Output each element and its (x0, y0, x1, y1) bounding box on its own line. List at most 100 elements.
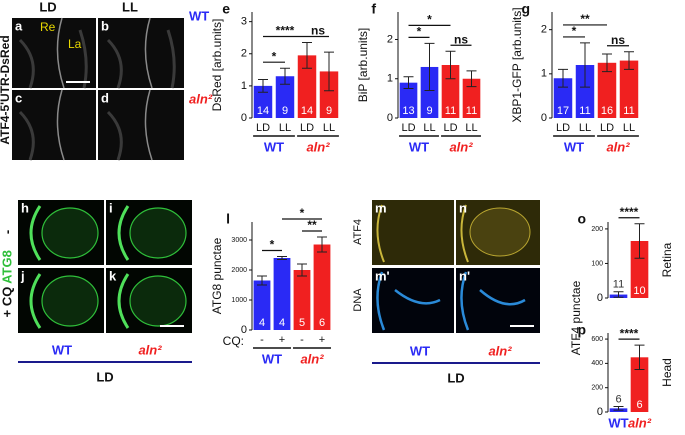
y-axis-label: XBP1-GFP [arb.units] (510, 7, 524, 122)
n-label: 4 (279, 317, 285, 329)
error-bar (317, 236, 327, 253)
error-bar (634, 344, 645, 370)
y-tick-label: 0 (387, 112, 393, 124)
y-axis-label: ATF4 punctae (569, 280, 583, 355)
y-tick-label: 0 (541, 112, 547, 124)
group-label: aln² (306, 139, 330, 154)
significance-label: * (272, 49, 277, 63)
group-label: aln² (449, 139, 473, 154)
panel-letter: m' (375, 268, 390, 283)
x-tick-label: LL (623, 122, 635, 134)
n-label: 5 (299, 317, 305, 329)
panel-letter: i (109, 200, 113, 215)
n-label: 6 (615, 393, 621, 405)
y-tick-label: 1000 (231, 297, 247, 304)
error-bar (280, 67, 290, 85)
bar (313, 244, 331, 330)
lamina-edge (56, 17, 153, 161)
group-label: aln² (628, 415, 652, 430)
row-label: DNA (352, 288, 364, 312)
side-label: Head (660, 358, 674, 387)
error-bar (466, 70, 477, 88)
group-label: WT (564, 139, 584, 154)
panel-letter: k (109, 268, 117, 283)
y-tick-label: 600 (591, 336, 603, 343)
significance-label: * (270, 238, 275, 252)
y-tick-label: 0 (241, 324, 247, 336)
y-axis-label: ATG8 punctae (210, 237, 224, 314)
panel-letter: a (15, 18, 23, 33)
panel-letter: d (101, 90, 109, 105)
x-tick-label: + (319, 334, 325, 346)
y-tick-label: 3 (241, 16, 247, 28)
panel-letter: e (222, 1, 230, 17)
x-tick-label: + (279, 334, 285, 346)
tissue (18, 29, 176, 161)
y-tick-label: 200 (591, 385, 603, 392)
column-label: WT (52, 342, 72, 357)
bar (630, 357, 649, 412)
significance-label: * (427, 13, 432, 27)
atf4-signal (376, 204, 469, 263)
row-label: + CQ (0, 287, 14, 318)
bar (293, 270, 311, 330)
panel-letter: h (21, 200, 29, 215)
significance-label: ns (611, 33, 625, 47)
atg8-images: h i j k - ATG8 + CQ WT aln² LD (0, 200, 192, 384)
atf4-images: m n m' n' ATF4 DNA WT aln² LD (352, 200, 540, 385)
atf4-brain (469, 207, 531, 257)
row-label: WT (189, 8, 209, 23)
side-label: Retina (660, 242, 674, 277)
error-bar (580, 42, 590, 88)
group-label: WT (608, 415, 628, 430)
bar (553, 78, 573, 118)
bar (253, 280, 271, 330)
y-tick-label: 0 (241, 112, 247, 124)
y-tick-label: 100 (591, 260, 603, 267)
row-label: - (0, 230, 14, 234)
x-tick-label: LD (256, 122, 270, 134)
panel-letter: j (20, 268, 25, 283)
y-tick-label: 2 (387, 33, 393, 45)
significance-label: ** (580, 12, 590, 26)
n-label: 11 (466, 105, 477, 117)
bar (297, 55, 317, 118)
region-label: Re (40, 20, 56, 34)
image-a (12, 18, 96, 88)
bar (275, 76, 295, 118)
panel-letter: g (521, 1, 530, 17)
group-label: aln² (300, 351, 324, 366)
y-axis-label: BiP [arb.units] (356, 28, 370, 102)
panel-letter: l (226, 211, 230, 227)
error-bar (634, 223, 645, 259)
error-bar (302, 42, 312, 69)
group-label: aln² (606, 139, 630, 154)
column-label: aln² (488, 343, 512, 358)
y-tick-label: 2000 (231, 267, 247, 274)
y-tick-label: 200 (591, 226, 603, 233)
x-tick-label: - (300, 334, 304, 346)
y-axis-label: DsRed [arb.units] (210, 19, 224, 112)
reporter-label: ATF4-5'UTR-DsRed (0, 35, 12, 144)
image-c (12, 90, 96, 160)
significance-label: **** (620, 326, 639, 340)
significance-label: * (417, 25, 422, 39)
bar (273, 258, 291, 330)
n-label: 11 (613, 279, 624, 291)
x-tick-label: LD (600, 122, 614, 134)
y-tick-label: 2 (241, 48, 247, 60)
x-tick-label: LL (579, 122, 591, 134)
y-tick-label: 2 (541, 24, 547, 36)
panel-letter: n (459, 200, 467, 215)
bar (597, 62, 617, 118)
n-label: 14 (301, 105, 313, 117)
panel-letter: p (577, 322, 586, 338)
panel-letter: c (15, 90, 22, 105)
error-bar (403, 76, 414, 90)
x-axis-label: CQ: (223, 334, 244, 348)
dna-signal (376, 271, 526, 331)
x-tick-label: LD (300, 122, 314, 134)
y-tick-label: 0 (597, 406, 603, 418)
y-tick-label: 400 (591, 360, 603, 367)
